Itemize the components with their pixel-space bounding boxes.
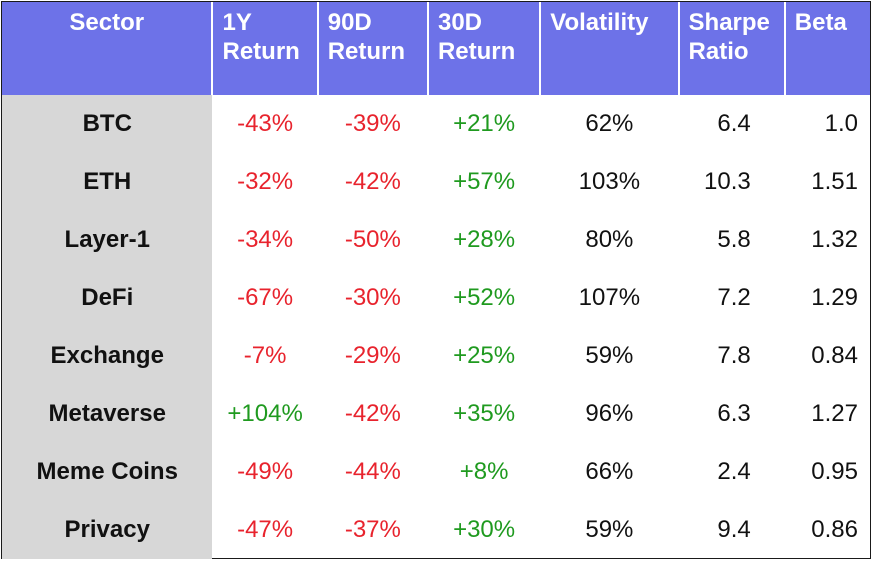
- cell-beta: 1.29: [811, 284, 858, 311]
- cell-volatility: 96%: [585, 400, 634, 427]
- cell-volatility: 59%: [585, 342, 634, 369]
- header-row: Sector 1Y Return 90D Return 30D Return Volatili…: [2, 2, 870, 95]
- cell-d90: -29%: [344, 342, 401, 369]
- cell-beta: 1.51: [811, 168, 858, 195]
- column-header-d90-line1: 90D: [327, 9, 372, 36]
- column-header-volatility-line1: Volatility: [550, 9, 649, 36]
- cell-d90: -30%: [344, 284, 401, 311]
- cell-volatility: 62%: [585, 110, 634, 137]
- cell-sector: Layer-1: [2, 211, 213, 269]
- cell-sector: BTC: [2, 95, 213, 153]
- cell-y1: -67%: [237, 284, 294, 311]
- column-header-sector-line1: Sector: [69, 9, 145, 36]
- cell-sharpe: 7.2: [717, 284, 751, 311]
- cell-sharpe: 6.4: [717, 110, 751, 137]
- cell-sharpe: 2.4: [717, 458, 751, 485]
- column-header-d90-line2: Return: [327, 38, 406, 65]
- cell-beta: 1.27: [811, 400, 858, 427]
- column-header-y1-line2: Return: [222, 38, 300, 65]
- table-row: Meme Coins -49% -44% +8% 66% 2.4 0.95: [2, 443, 870, 501]
- column-header-beta-line1: Beta: [794, 9, 847, 36]
- cell-d30: +28%: [453, 226, 516, 253]
- cell-d30: +52%: [453, 284, 516, 311]
- cell-sharpe: 7.8: [717, 342, 751, 369]
- cell-beta: 0.86: [811, 516, 858, 543]
- cell-d90: -39%: [344, 110, 401, 137]
- table-row: Layer-1 -34% -50% +28% 80% 5.8 1.32: [2, 211, 870, 269]
- cell-d90: -42%: [344, 400, 401, 427]
- cell-volatility: 66%: [585, 458, 634, 485]
- table-body: BTC -43% -39% +21% 62% 6.4 1.0 ETH -32% -42% +57% 1…: [2, 95, 870, 559]
- cell-d30: +35%: [453, 400, 516, 427]
- cell-sharpe: 10.3: [704, 168, 751, 195]
- cell-d90: -37%: [344, 516, 401, 543]
- cell-sharpe: 6.3: [717, 400, 751, 427]
- column-header-d30-line1: 30D: [437, 9, 482, 36]
- cell-sector: Metaverse: [2, 385, 213, 443]
- cell-y1: -32%: [237, 168, 294, 195]
- cell-sector: ETH: [2, 153, 213, 211]
- cell-volatility: 107%: [578, 284, 641, 311]
- column-header-d30: 30D Return: [427, 2, 542, 95]
- table-row: Privacy -47% -37% +30% 59% 9.4 0.86: [2, 501, 870, 559]
- table-row: BTC -43% -39% +21% 62% 6.4 1.0: [2, 95, 870, 153]
- column-header-volatility: Volatility: [540, 2, 680, 95]
- cell-beta: 0.84: [811, 342, 858, 369]
- cell-y1: +104%: [227, 400, 303, 427]
- column-header-beta: Beta: [784, 2, 870, 95]
- cell-sector: Privacy: [2, 501, 213, 559]
- column-header-sharpe-line2: Ratio: [688, 38, 749, 65]
- cell-d30: +21%: [453, 110, 516, 137]
- cell-y1: -43%: [237, 110, 294, 137]
- cell-y1: -34%: [237, 226, 294, 253]
- cell-sharpe: 5.8: [717, 226, 751, 253]
- cell-volatility: 59%: [585, 516, 634, 543]
- cell-y1: -47%: [237, 516, 294, 543]
- column-header-sharpe-line1: Sharpe: [688, 9, 770, 36]
- cell-beta: 0.95: [811, 458, 858, 485]
- cell-d90: -50%: [344, 226, 401, 253]
- column-header-sharpe: Sharpe Ratio: [678, 2, 786, 95]
- table-row: Exchange -7% -29% +25% 59% 7.8 0.84: [2, 327, 870, 385]
- cell-d30: +8%: [459, 458, 509, 485]
- column-header-y1: 1Y Return: [212, 2, 319, 95]
- cell-volatility: 103%: [578, 168, 641, 195]
- cell-d30: +57%: [453, 168, 516, 195]
- cell-d30: +25%: [453, 342, 516, 369]
- cell-y1: -7%: [243, 342, 287, 369]
- column-header-y1-line1: 1Y: [222, 9, 252, 36]
- cell-beta: 1.0: [824, 110, 858, 137]
- cell-sharpe: 9.4: [717, 516, 751, 543]
- cell-volatility: 80%: [585, 226, 634, 253]
- cell-sector: Meme Coins: [2, 443, 213, 501]
- cell-beta: 1.32: [811, 226, 858, 253]
- cell-d90: -42%: [344, 168, 401, 195]
- column-header-sector: Sector: [2, 2, 214, 95]
- table-row: DeFi -67% -30% +52% 107% 7.2 1.29: [2, 269, 870, 327]
- cell-sector: DeFi: [2, 269, 213, 327]
- cell-sector: Exchange: [2, 327, 213, 385]
- table-row: ETH -32% -42% +57% 103% 10.3 1.51: [2, 153, 870, 211]
- table-row: Metaverse +104% -42% +35% 96% 6.3 1.27: [2, 385, 870, 443]
- column-header-d90: 90D Return: [317, 2, 429, 95]
- cell-d90: -44%: [344, 458, 401, 485]
- cell-d30: +30%: [453, 516, 516, 543]
- column-header-d30-line2: Return: [437, 38, 516, 65]
- cell-y1: -49%: [237, 458, 294, 485]
